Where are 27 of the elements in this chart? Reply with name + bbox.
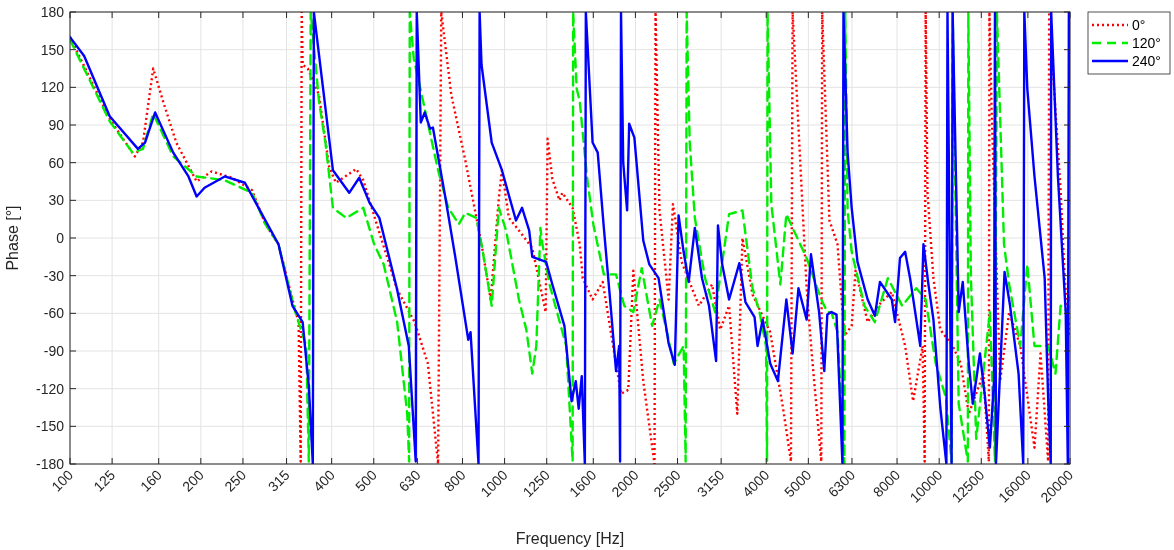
- y-tick-label: 180: [40, 3, 65, 20]
- x-tick-label: 200: [179, 466, 208, 495]
- y-tick-label: 0: [56, 229, 65, 246]
- y-tick-label: -150: [35, 418, 65, 435]
- legend-label: 0°: [1132, 16, 1146, 33]
- x-tick-label: 500: [352, 466, 381, 495]
- y-tick-label: 150: [40, 41, 65, 58]
- y-tick-label: 120: [40, 79, 65, 96]
- y-tick-label: -60: [43, 305, 65, 322]
- x-axis-title: Frequency [Hz]: [515, 530, 625, 547]
- x-tick-label: 315: [264, 466, 293, 495]
- x-tick-label: 630: [395, 466, 424, 495]
- x-tick-label: 800: [440, 466, 469, 495]
- y-tick-label: 90: [48, 116, 65, 133]
- y-axis-title: Phase [°]: [4, 205, 21, 271]
- y-tick-label: -30: [43, 267, 65, 284]
- legend-label: 240°: [1132, 52, 1161, 69]
- y-tick-label: 30: [48, 192, 65, 209]
- y-tick-label: -180: [35, 455, 65, 472]
- legend-label: 120°: [1132, 34, 1161, 51]
- x-tick-label: 160: [137, 466, 165, 495]
- y-tick-label: -90: [43, 342, 65, 359]
- x-tick-label: 250: [221, 466, 250, 495]
- x-tick-label: 125: [90, 466, 119, 495]
- x-tick-label: 400: [309, 466, 338, 495]
- y-tick-label: 60: [48, 154, 65, 171]
- y-tick-label: -120: [35, 380, 65, 397]
